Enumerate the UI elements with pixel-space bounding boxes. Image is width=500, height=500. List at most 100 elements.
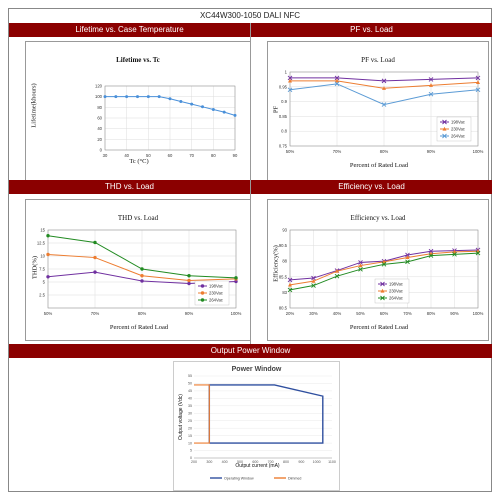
power-window-chart: 0 5 10 15 20 25 30 35 40 45 50 55 200 300 400 500 600 700… — [188, 374, 336, 480]
data-point-198Vac — [287, 277, 293, 283]
data-point-198Vac — [234, 279, 238, 284]
data-point-230Vac — [46, 252, 50, 257]
lifetime-chart: 0 20 40 60 80 100 120 30 40 50 60 70 80 90 — [95, 84, 238, 159]
y-tick-label: 90.5 — [279, 243, 288, 248]
data-point-198Vac — [187, 281, 191, 286]
x-tick-label: 40 — [124, 153, 129, 158]
data-point-198Vac — [381, 78, 387, 84]
data-point-264Vac — [334, 273, 340, 279]
y-tick-label: 20 — [97, 137, 102, 142]
y-tick-label: 60 — [97, 116, 102, 121]
datasheet-frame: XC44W300-1050 DALI NFC Lifetime vs. Case… — [8, 8, 492, 492]
legend-marker — [380, 295, 385, 301]
y-tick-label: 0.9 — [281, 99, 287, 104]
thd-chart: 2.5 5 7.5 10 12.5 15 50% 70% 80% 90% 100% 198Vac 230… — [37, 228, 242, 317]
y-tick-label: 0 — [190, 456, 192, 460]
data-point-230Vac — [382, 259, 386, 264]
section-banner-thd: THD vs. Load — [9, 180, 250, 194]
legend-marker — [380, 281, 385, 287]
y-tick-label: 0 — [100, 148, 103, 153]
x-tick-label: 90% — [427, 149, 436, 154]
lifetime-point — [222, 110, 226, 114]
section-banner-pf: PF vs. Load — [251, 23, 492, 37]
data-point-230Vac — [187, 278, 191, 283]
series-line-operating-window — [208, 384, 324, 444]
data-point-230Vac — [140, 274, 144, 278]
series-line-dimmed — [194, 384, 210, 444]
y-tick-label: 20 — [188, 426, 192, 430]
x-tick-label: 60% — [380, 311, 389, 316]
data-point-264Vac — [358, 266, 363, 272]
pf-chart-title: PF vs. Load — [361, 56, 395, 64]
lifetime-point — [103, 95, 107, 99]
data-point-230Vac — [358, 263, 363, 268]
y-tick-label: 2.5 — [39, 293, 45, 298]
data-point-198Vac — [428, 77, 434, 82]
pf-y-label: PF — [272, 105, 280, 114]
legend-label: 230Vac — [389, 289, 403, 294]
y-tick-label: 5 — [190, 449, 192, 453]
section-banner-power: Output Power Window — [9, 344, 492, 358]
lifetime-chart-panel: Lifetime vs. Tc 0 20 40 60 80 100 120 30 40 50 60 7… — [25, 41, 251, 181]
legend-marker — [442, 126, 447, 131]
x-tick-label: 100% — [473, 149, 484, 154]
x-tick-label: 100% — [231, 311, 242, 316]
y-tick-label: 15 — [188, 434, 192, 438]
document-title: XC44W300-1050 DALI NFC — [199, 11, 301, 20]
lifetime-point — [114, 95, 118, 99]
legend-label: 230Vac — [209, 291, 223, 296]
section-banner-eff: Efficiency vs. Load — [251, 180, 492, 194]
thd-chart-panel: THD vs. Load 2.5 5 7.5 10 12.5 15 50% 70% 80% 90%… — [25, 199, 251, 341]
x-tick-label: 200 — [191, 460, 197, 464]
lifetime-chart-title: Lifetime vs. Tc — [116, 56, 160, 64]
data-point-198Vac — [93, 270, 97, 274]
thd-x-label: Percent of Rated Load — [109, 324, 169, 331]
data-point-198Vac — [358, 260, 363, 265]
data-point-230Vac — [335, 78, 339, 83]
data-point-230Vac — [335, 268, 339, 273]
x-tick-label: 800 — [283, 460, 289, 464]
data-point-198Vac — [311, 275, 316, 281]
y-tick-label: 15 — [40, 228, 45, 233]
data-point-264Vac — [234, 276, 238, 280]
x-tick-label: 600 — [252, 460, 258, 464]
data-point-198Vac — [46, 275, 50, 279]
data-point-230Vac — [382, 86, 386, 90]
x-tick-label: 50% — [286, 149, 295, 154]
data-point-198Vac — [287, 75, 293, 81]
data-point-264Vac — [452, 252, 457, 257]
thd-y-label: THD(%) — [31, 255, 39, 280]
lifetime-point — [136, 95, 139, 99]
data-point-230Vac — [288, 282, 292, 287]
y-tick-label: 93 — [282, 228, 287, 233]
data-point-230Vac — [311, 278, 316, 283]
legend-marker — [442, 119, 447, 125]
x-tick-label: 90% — [185, 311, 194, 316]
y-tick-label: 120 — [95, 84, 103, 89]
data-point-264Vac — [428, 91, 434, 97]
x-tick-label: 50 — [146, 153, 151, 158]
data-point-264Vac — [287, 87, 293, 93]
data-point-230Vac — [93, 255, 97, 260]
x-tick-label: 400 — [222, 460, 228, 464]
x-tick-label: 80% — [380, 149, 389, 154]
data-point-230Vac — [476, 80, 480, 84]
x-tick-label: 70% — [403, 311, 412, 316]
x-tick-label: 500 — [237, 460, 243, 464]
y-tick-label: 83 — [282, 290, 287, 295]
legend-label: Operating Window — [224, 476, 254, 480]
eff-y-label: Efficiency(%) — [272, 245, 280, 282]
data-point-230Vac — [288, 78, 292, 83]
x-tick-label: 70% — [91, 311, 100, 316]
data-point-198Vac — [475, 75, 481, 81]
power-y-label: Output voltage (Vdc) — [178, 394, 184, 440]
legend-label: 198Vac — [389, 282, 403, 287]
y-tick-label: 80 — [97, 105, 102, 110]
pf-chart-panel: PF vs. Load 0.75 0.8 0.85 0.9 0.95 1 50% 70% 80%… — [267, 41, 489, 181]
legend-marker — [380, 288, 385, 293]
lifetime-x-label: Tc (°C) — [129, 158, 149, 165]
y-tick-label: 35 — [188, 404, 192, 408]
legend-label: 198Vac — [451, 120, 465, 125]
y-tick-label: 1 — [285, 70, 288, 75]
legend-label: 230Vac — [451, 127, 465, 132]
